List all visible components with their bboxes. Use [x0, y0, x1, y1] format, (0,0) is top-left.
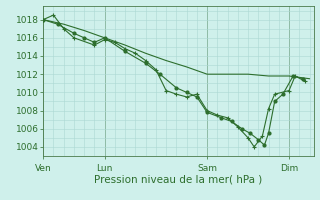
X-axis label: Pression niveau de la mer( hPa ): Pression niveau de la mer( hPa ) — [94, 174, 262, 184]
